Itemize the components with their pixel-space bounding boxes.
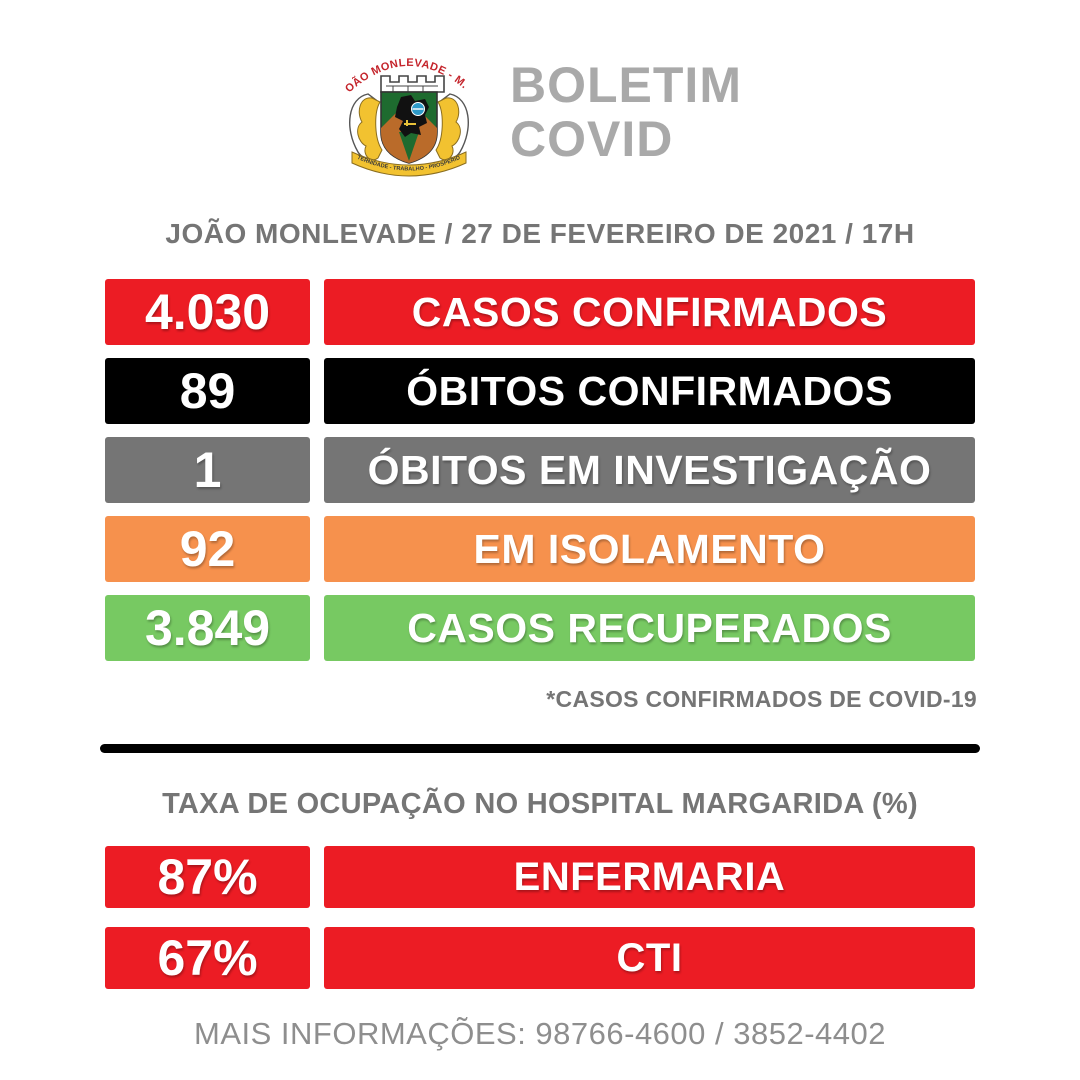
stat-row-recovered: 3.849 CASOS RECUPERADOS [105, 595, 975, 661]
stat-value: 4.030 [105, 279, 310, 345]
stat-row-deaths-confirmed: 89 ÓBITOS CONFIRMADOS [105, 358, 975, 424]
mural-crown-lines [386, 85, 438, 92]
section-divider [100, 744, 980, 753]
map-workers-detail [404, 120, 416, 126]
shield-green-wedge [399, 132, 419, 161]
covid-stats: 4.030 CASOS CONFIRMADOS 89 ÓBITOS CONFIR… [105, 279, 975, 661]
stat-value: 89 [105, 358, 310, 424]
city-coat-of-arms-logo: JOÃO MONLEVADE - M.G. [338, 36, 470, 177]
motto-banner [351, 151, 467, 177]
header: JOÃO MONLEVADE - M.G. [0, 36, 1080, 188]
date-line: JOÃO MONLEVADE / 27 DE FEVEREIRO DE 2021… [165, 218, 915, 249]
hospital-row-enfermaria: 87% ENFERMARIA [105, 846, 975, 908]
stat-row-confirmed: 4.030 CASOS CONFIRMADOS [105, 279, 975, 345]
occupancy-value: 87% [105, 846, 310, 908]
stat-row-isolation: 92 EM ISOLAMENTO [105, 516, 975, 582]
stat-row-deaths-investigation: 1 ÓBITOS EM INVESTIGAÇÃO [105, 437, 975, 503]
stat-label: CASOS CONFIRMADOS [324, 279, 975, 345]
hospital-section-title: TAXA DE OCUPAÇÃO NO HOSPITAL MARGARIDA (… [162, 788, 918, 820]
bulletin-title: BOLETIM COVID [510, 58, 742, 166]
occupancy-label: ENFERMARIA [324, 846, 975, 908]
stat-label: ÓBITOS EM INVESTIGAÇÃO [324, 437, 975, 503]
ribbon-left [357, 97, 383, 161]
stat-label: ÓBITOS CONFIRMADOS [324, 358, 975, 424]
hospital-occupancy: 87% ENFERMARIA 67% CTI [105, 846, 975, 989]
stats-footnote: *CASOS CONFIRMADOS DE COVID-19 [546, 686, 977, 712]
mural-crown [380, 75, 445, 93]
occupancy-value: 67% [105, 927, 310, 989]
stat-value: 3.849 [105, 595, 310, 661]
stat-value: 92 [105, 516, 310, 582]
title-line-covid: COVID [510, 111, 674, 167]
more-info-footer: MAIS INFORMAÇÕES: 98766-4600 / 3852-4402 [194, 1016, 886, 1051]
stat-value: 1 [105, 437, 310, 503]
hospital-row-cti: 67% CTI [105, 927, 975, 989]
occupancy-label: CTI [324, 927, 975, 989]
ribbon-right [435, 97, 461, 161]
stat-label: CASOS RECUPERADOS [324, 595, 975, 661]
title-line-boletim: BOLETIM [510, 57, 742, 113]
stat-label: EM ISOLAMENTO [324, 516, 975, 582]
